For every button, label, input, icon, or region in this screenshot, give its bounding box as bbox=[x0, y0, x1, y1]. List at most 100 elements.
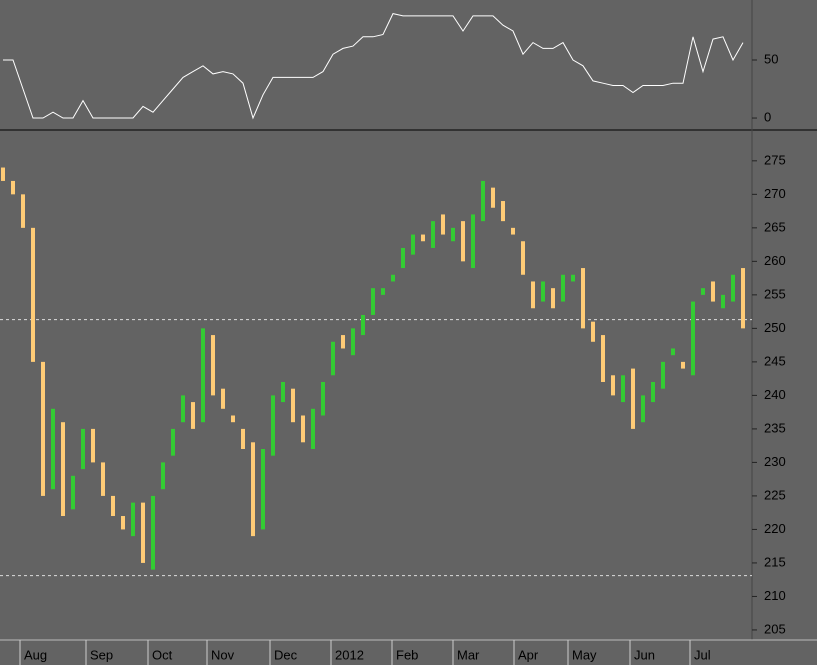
candle bbox=[641, 395, 645, 423]
candle bbox=[391, 274, 395, 282]
candle bbox=[341, 335, 345, 349]
candle bbox=[741, 268, 745, 329]
x-tick-label: Nov bbox=[211, 647, 235, 662]
y-tick-label: 235 bbox=[764, 420, 786, 435]
x-tick-label: Sep bbox=[90, 647, 113, 662]
y-tick-label: 260 bbox=[764, 253, 786, 268]
candle bbox=[461, 221, 465, 262]
candle bbox=[471, 214, 475, 269]
candle bbox=[651, 381, 655, 403]
y-tick-label: 265 bbox=[764, 219, 786, 234]
candle bbox=[191, 402, 195, 429]
x-tick-label: Aug bbox=[24, 647, 47, 662]
y-tick-label: 210 bbox=[764, 588, 786, 603]
candle bbox=[361, 314, 365, 336]
y-tick-label: 275 bbox=[764, 152, 786, 167]
candle bbox=[261, 449, 265, 530]
candle bbox=[701, 288, 705, 295]
candle bbox=[241, 428, 245, 450]
candle bbox=[661, 361, 665, 389]
candle bbox=[531, 281, 535, 309]
candle bbox=[31, 227, 35, 362]
x-tick-label: 2012 bbox=[335, 647, 364, 662]
candle bbox=[351, 328, 355, 356]
candle bbox=[551, 288, 555, 309]
candle bbox=[251, 442, 255, 537]
candle bbox=[721, 294, 725, 309]
candle bbox=[681, 361, 685, 369]
candle bbox=[301, 415, 305, 443]
candle bbox=[581, 268, 585, 329]
candle bbox=[591, 321, 595, 342]
candle bbox=[0, 167, 5, 181]
candle bbox=[141, 502, 145, 563]
x-tick-label: Feb bbox=[396, 647, 418, 662]
candle bbox=[601, 335, 605, 382]
candle bbox=[311, 408, 315, 450]
candle bbox=[491, 187, 495, 208]
x-tick-label: Oct bbox=[152, 647, 173, 662]
candle bbox=[331, 341, 335, 376]
oscillator-line bbox=[3, 13, 744, 120]
candle bbox=[411, 234, 415, 255]
y-tick-label: 0 bbox=[764, 109, 771, 124]
y-tick-label: 240 bbox=[764, 387, 786, 402]
y-tick-label: 205 bbox=[764, 621, 786, 636]
candle bbox=[171, 428, 175, 456]
candle bbox=[201, 328, 205, 423]
candle bbox=[501, 201, 505, 222]
y-tick-label: 245 bbox=[764, 353, 786, 368]
candle bbox=[321, 381, 325, 416]
candle bbox=[11, 180, 15, 195]
candle bbox=[541, 281, 545, 302]
candle bbox=[111, 495, 115, 517]
candle bbox=[281, 381, 285, 403]
candle bbox=[401, 247, 405, 269]
candle bbox=[691, 301, 695, 376]
candle bbox=[521, 241, 525, 275]
y-tick-label: 250 bbox=[764, 320, 786, 335]
y-tick-label: 255 bbox=[764, 286, 786, 301]
y-tick-label: 270 bbox=[764, 186, 786, 201]
candle bbox=[711, 281, 715, 302]
candle bbox=[121, 516, 125, 530]
candle bbox=[81, 428, 85, 470]
candle bbox=[421, 234, 425, 242]
y-tick-label: 215 bbox=[764, 554, 786, 569]
candle bbox=[481, 180, 485, 222]
candle bbox=[181, 395, 185, 423]
y-tick-label: 220 bbox=[764, 521, 786, 536]
candle bbox=[671, 348, 675, 356]
candle bbox=[451, 227, 455, 242]
candle bbox=[211, 335, 215, 396]
candle bbox=[61, 422, 65, 517]
candle bbox=[621, 375, 625, 403]
candle bbox=[381, 288, 385, 295]
candle bbox=[101, 462, 105, 496]
x-tick-label: Jul bbox=[694, 647, 711, 662]
candle bbox=[571, 274, 575, 282]
candle bbox=[611, 375, 615, 396]
candle bbox=[431, 221, 435, 248]
candle bbox=[51, 408, 55, 490]
candle bbox=[161, 462, 165, 490]
x-tick-label: Apr bbox=[518, 647, 539, 662]
candle bbox=[631, 368, 635, 429]
y-tick-label: 230 bbox=[764, 454, 786, 469]
candle bbox=[21, 194, 25, 228]
candle bbox=[91, 428, 95, 463]
candle bbox=[131, 502, 135, 537]
candle bbox=[731, 274, 735, 302]
candle bbox=[271, 395, 275, 456]
candle bbox=[71, 475, 75, 510]
x-tick-label: Dec bbox=[274, 647, 298, 662]
x-tick-label: Jun bbox=[634, 647, 655, 662]
candle bbox=[221, 388, 225, 409]
x-tick-label: Mar bbox=[457, 647, 480, 662]
x-tick-label: May bbox=[572, 647, 597, 662]
candle bbox=[441, 214, 445, 235]
y-tick-label: 50 bbox=[764, 51, 778, 66]
candle bbox=[561, 274, 565, 302]
